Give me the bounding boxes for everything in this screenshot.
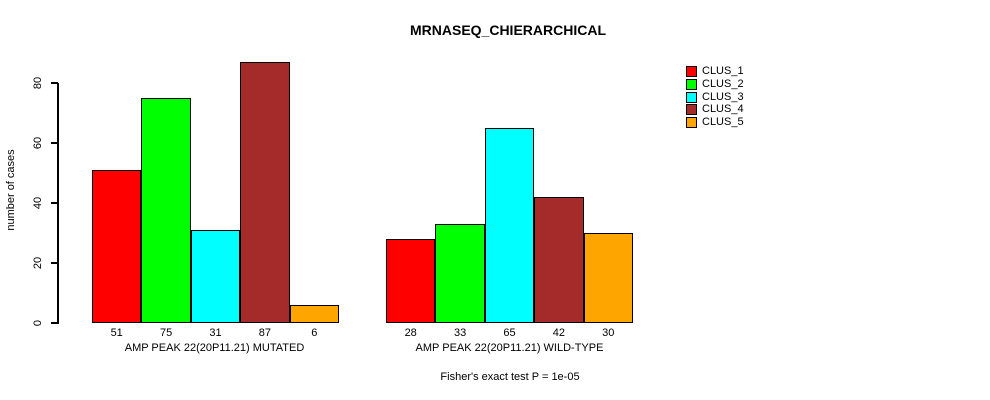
y-tick-mark (50, 262, 58, 264)
y-tick-mark (50, 202, 58, 204)
y-tick-label: 60 (32, 136, 44, 150)
bar-clus_1-group1 (92, 170, 142, 323)
bar-value-label: 42 (552, 327, 565, 339)
legend-item-clus_3: CLUS_3 (686, 90, 744, 103)
bar-clus_4-group2 (534, 197, 584, 323)
bar-value-label: 28 (404, 327, 417, 339)
bar-clus_2-group2 (435, 224, 485, 323)
y-tick-mark (50, 142, 58, 144)
y-axis-label: number of cases (5, 149, 17, 231)
bar-clus_4-group1 (240, 62, 290, 323)
legend-label: CLUS_3 (702, 90, 744, 103)
bar-value-label: 30 (602, 327, 615, 339)
legend-swatch-icon (686, 66, 697, 77)
bar-value-label: 65 (503, 327, 516, 339)
bar-value-label: 31 (209, 327, 222, 339)
y-tick-mark (50, 322, 58, 324)
legend-item-clus_4: CLUS_4 (686, 103, 744, 116)
group-label-wild-type: AMP PEAK 22(20P11.21) WILD-TYPE (415, 342, 604, 354)
bar-clus_5-group2 (583, 233, 633, 323)
legend-label: CLUS_2 (702, 77, 744, 90)
bar-value-label: 6 (311, 327, 318, 339)
legend-label: CLUS_5 (702, 116, 744, 128)
legend-item-clus_5: CLUS_5 (686, 117, 744, 128)
legend-swatch-icon (686, 117, 697, 128)
bar-clus_2-group1 (141, 98, 191, 323)
legend-label: CLUS_4 (702, 103, 744, 116)
bar-value-label: 75 (159, 327, 173, 339)
bar-value-label: 87 (258, 327, 271, 339)
chart-title: MRNASEQ_CHIERARCHICAL (409, 22, 607, 38)
y-axis-line (57, 83, 59, 324)
y-tick-label: 40 (32, 196, 44, 210)
legend-swatch-icon (686, 78, 697, 90)
y-tick-label: 20 (32, 256, 44, 270)
legend-label: CLUS_1 (702, 65, 744, 77)
bar-clus_3-group2 (484, 128, 535, 323)
y-tick-label: 80 (32, 76, 44, 90)
bar-clus_5-group1 (289, 305, 339, 323)
group-label-mutated: AMP PEAK 22(20P11.21) MUTATED (124, 342, 305, 354)
legend-item-clus_2: CLUS_2 (686, 77, 744, 90)
bar-clus_3-group1 (190, 230, 241, 323)
fisher-test-annotation: Fisher's exact test P = 1e-05 (440, 371, 580, 383)
legend-swatch-icon (686, 91, 697, 103)
bar-value-label: 51 (110, 327, 123, 339)
legend-swatch-icon (686, 104, 697, 116)
y-tick-label: 0 (32, 319, 44, 327)
y-tick-mark (50, 82, 58, 84)
bar-clus_1-group2 (386, 239, 436, 323)
legend-item-clus_1: CLUS_1 (686, 66, 744, 77)
bar-value-label: 33 (453, 327, 467, 339)
